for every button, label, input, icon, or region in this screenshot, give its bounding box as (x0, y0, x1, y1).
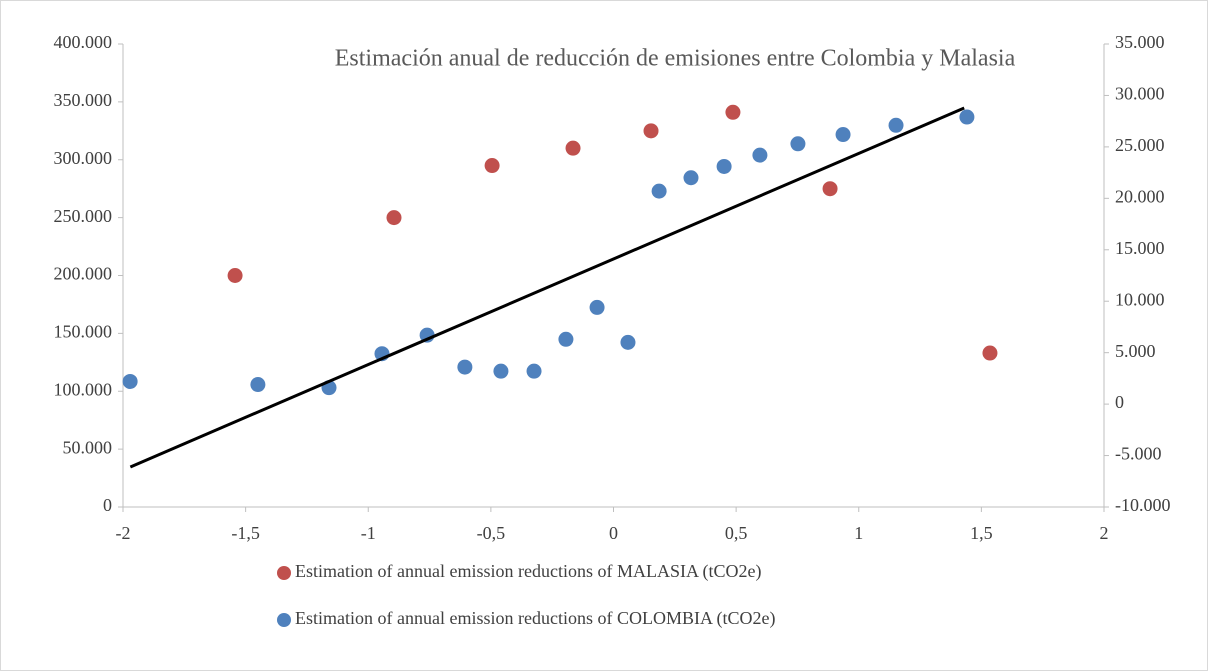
legend-label: Estimation of annual emission reductions… (295, 561, 761, 582)
trendline (129, 106, 965, 469)
y-tick-label: 300.000 (54, 148, 113, 168)
scatter-point (752, 147, 768, 163)
y2-tick-label: 10.000 (1115, 289, 1165, 309)
x-tick-label: -1,5 (231, 523, 260, 543)
scatter-point (716, 158, 732, 174)
legend-label: Estimation of annual emission reductions… (295, 608, 775, 629)
scatter-point (250, 377, 266, 393)
y2-tick-label: 35.000 (1115, 32, 1165, 52)
scatter-point (122, 373, 138, 389)
scatter-point (651, 183, 667, 199)
scatter-point (589, 299, 605, 315)
x-tick-label: -1 (361, 523, 376, 543)
scatter-point (565, 140, 581, 156)
y-tick-label: 50.000 (63, 437, 113, 457)
scatter-point (822, 181, 838, 197)
scatter-point (227, 268, 243, 283)
y-tick-label: 0 (103, 495, 112, 515)
y2-tick-label: -5.000 (1115, 444, 1162, 464)
scatter-point (725, 104, 741, 120)
chart-title: Estimación anual de reducción de emision… (335, 46, 1016, 72)
y-tick-label: 250.000 (54, 206, 113, 226)
x-tick-label: 1,5 (970, 523, 993, 543)
x-tick-label: 0,5 (725, 523, 748, 543)
y-tick-label: 400.000 (54, 32, 113, 52)
y2-tick-label: 25.000 (1115, 135, 1165, 155)
scatter-point (457, 359, 473, 375)
y2-tick-label: 0 (1115, 392, 1124, 412)
scatter-point (493, 363, 509, 379)
x-tick-label: -0,5 (477, 523, 506, 543)
scatter-point (484, 158, 500, 174)
scatter-point (835, 127, 851, 143)
y-tick-label: 100.000 (54, 379, 113, 399)
scatter-point (790, 136, 806, 152)
x-tick-label: -2 (116, 523, 131, 543)
scatter-point (683, 170, 699, 186)
y2-tick-label: 20.000 (1115, 186, 1165, 206)
x-tick-label: 1 (854, 523, 863, 543)
scatter-point (959, 109, 975, 125)
scatter-point (888, 117, 904, 133)
x-tick-label: 2 (1100, 523, 1109, 543)
scatter-point (526, 363, 542, 379)
y2-tick-label: 15.000 (1115, 238, 1165, 258)
scatter-point (558, 331, 574, 347)
x-tick-label: 0 (609, 523, 618, 543)
y2-tick-label: -10.000 (1115, 495, 1171, 515)
y2-tick-label: 5.000 (1115, 341, 1156, 361)
y-tick-label: 150.000 (54, 322, 113, 342)
scatter-point (620, 334, 636, 350)
legend-marker (277, 566, 291, 580)
y-tick-label: 350.000 (54, 90, 113, 110)
scatter-point (643, 123, 659, 139)
y-tick-label: 200.000 (54, 264, 113, 284)
legend-marker (277, 613, 291, 627)
y2-tick-label: 30.000 (1115, 84, 1165, 104)
scatter-point (386, 210, 402, 226)
scatter-point (982, 345, 998, 361)
